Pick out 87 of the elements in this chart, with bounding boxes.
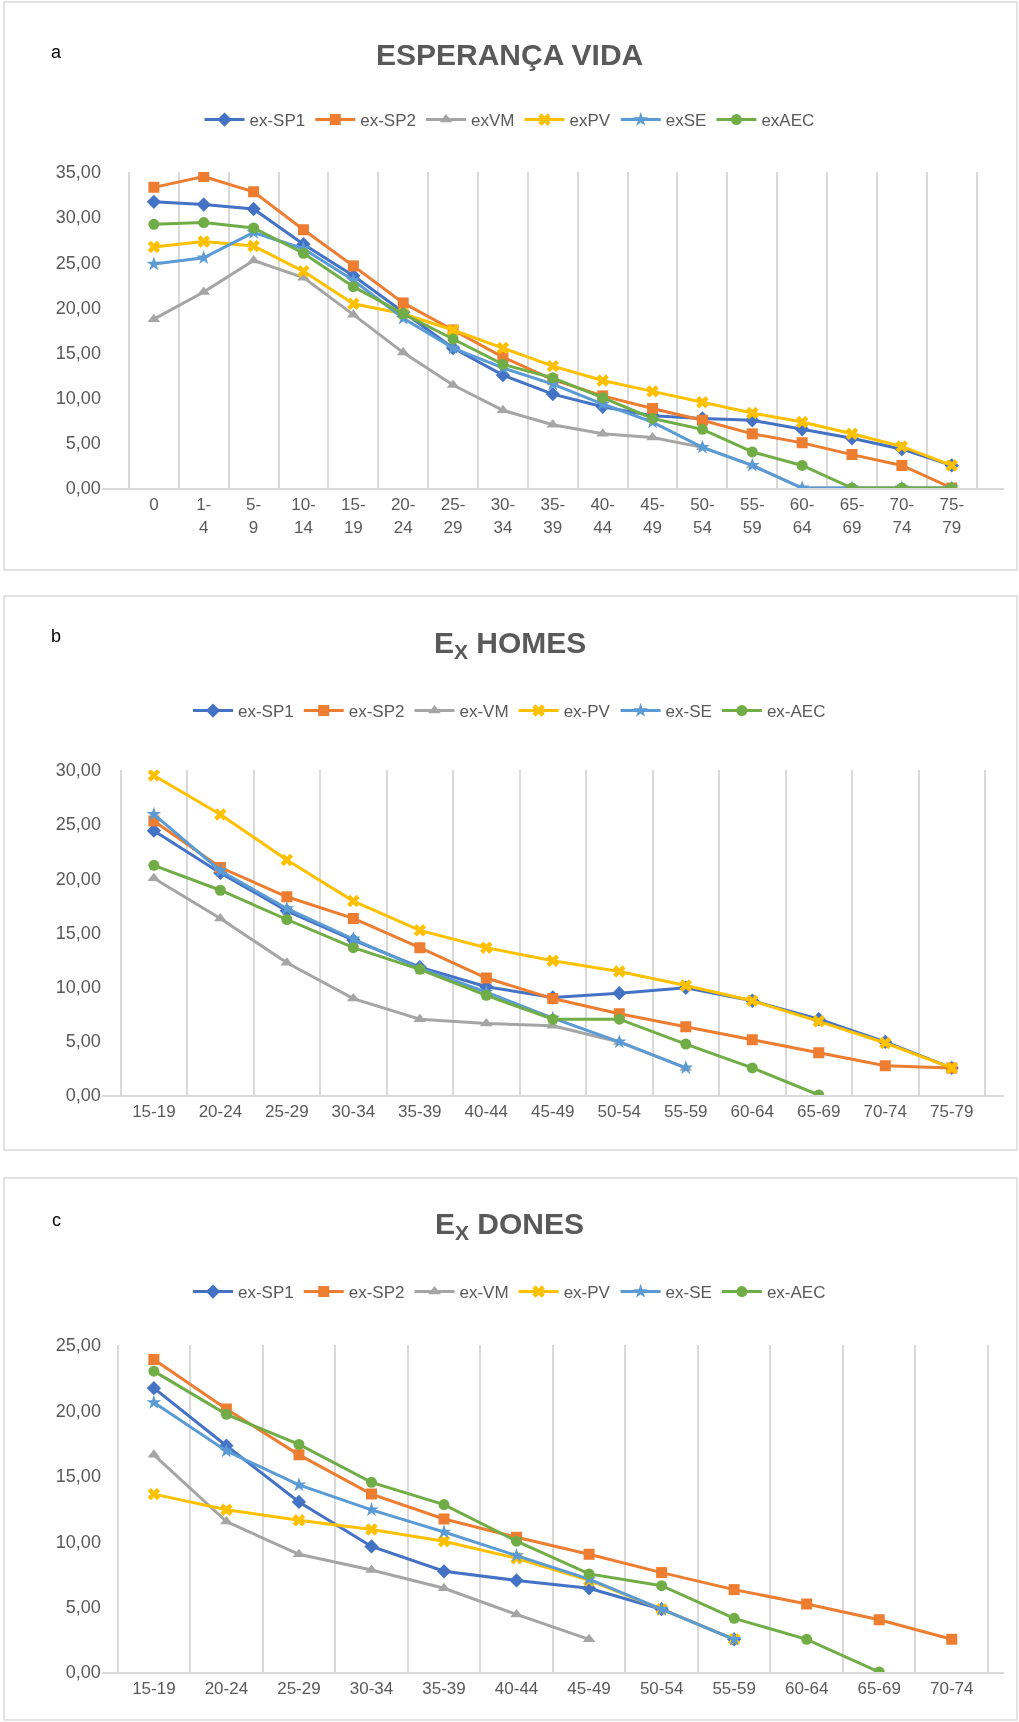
x-tick-label: 50-54 [639, 1679, 684, 1699]
legend-label: ex-AEC [766, 1283, 826, 1303]
x-tick-label: 30-34 [331, 1102, 376, 1122]
x-tick-label: 55-59 [664, 1102, 708, 1122]
text: c [52, 1210, 61, 1230]
legend-label: ex-AEC [766, 702, 826, 722]
legend-label: exSE [665, 111, 707, 131]
legend-label: ex-SP1 [249, 111, 306, 131]
y-tick-label: 20,00 [55, 868, 101, 889]
y-tick-label: 0,00 [65, 478, 101, 499]
y-tick-label: 30,00 [55, 760, 101, 781]
x-tick-label: 15-19 [132, 1679, 176, 1699]
x-tick-label: 40-44 [464, 1102, 509, 1122]
legend-label: exPV [569, 111, 611, 131]
legend-label: ex-SP1 [238, 1283, 294, 1303]
x-tick-label: 35-39 [540, 495, 566, 537]
legend-label: ex-SP2 [360, 111, 416, 131]
x-tick-label: 20-24 [204, 1679, 249, 1699]
text: b [51, 626, 62, 646]
x-tick-label: 60-64 [730, 1102, 775, 1122]
x-tick-label: 70-74 [863, 1102, 907, 1122]
y-tick-label: 15,00 [55, 342, 101, 363]
x-tick-label: 60-64 [789, 495, 815, 537]
x-tick-label: 50-54 [597, 1102, 642, 1122]
x-tick-label: 70-74 [930, 1679, 974, 1699]
y-tick-label: 5,00 [65, 1031, 101, 1052]
x-tick-label: 25-29 [440, 495, 466, 537]
chart-title: E$_{X}$ HOMES [434, 626, 587, 664]
x-tick-label: 30-34 [349, 1679, 394, 1699]
y-tick-label: 0,00 [65, 1085, 101, 1106]
x-tick-label: 25-29 [277, 1679, 321, 1699]
x-tick-label: 40-44 [590, 495, 615, 537]
x-tick-label: 5-9 [246, 495, 262, 537]
x-tick-label: 55-59 [712, 1679, 756, 1699]
x-tick-label: 45-49 [567, 1679, 611, 1699]
y-tick-label: 35,00 [55, 162, 101, 183]
y-tick-label: 10,00 [55, 1531, 101, 1552]
y-tick-label: 5,00 [65, 433, 101, 454]
x-tick-label: 75-79 [939, 495, 965, 537]
legend-label: exAEC [761, 111, 815, 131]
x-tick-label: 15-19 [341, 495, 366, 537]
x-tick-label: 50-54 [690, 495, 715, 537]
legend-label: ex-SP2 [348, 1283, 405, 1303]
x-tick-label: 55-59 [739, 495, 765, 537]
x-tick-label: 40-44 [494, 1679, 539, 1699]
x-tick-label: 15-19 [132, 1102, 176, 1122]
x-tick-label: 20-24 [390, 495, 416, 537]
y-tick-label: 25,00 [55, 1335, 101, 1356]
x-tick-label: 75-79 [930, 1102, 974, 1122]
x-tick-label: 45-49 [531, 1102, 575, 1122]
y-tick-label: 15,00 [55, 1466, 101, 1487]
chart-title: ESPERANÇA VIDA [376, 38, 644, 71]
y-tick-label: 15,00 [55, 922, 101, 943]
x-tick-label: 35-39 [398, 1102, 442, 1122]
x-tick-label: 70-74 [889, 495, 915, 537]
x-tick-label: 1-4 [196, 495, 212, 537]
legend-label: ex-VM [459, 1283, 509, 1303]
x-tick-label: 35-39 [422, 1679, 466, 1699]
legend-label: ex-PV [563, 702, 611, 722]
x-tick-label: 65-69 [797, 1102, 841, 1122]
x-tick-label: 65-69 [839, 495, 865, 537]
legend-label: exVM [471, 111, 515, 131]
y-tick-label: 20,00 [55, 297, 101, 318]
y-tick-label: 5,00 [65, 1596, 101, 1617]
x-tick-label: 30-34 [490, 495, 516, 537]
legend-label: ex-SP2 [348, 702, 405, 722]
x-tick-label: 20-24 [198, 1102, 243, 1122]
y-tick-label: 25,00 [55, 814, 101, 835]
legend-label: ex-PV [563, 1283, 611, 1303]
y-tick-label: 30,00 [55, 207, 101, 228]
x-tick-label: 25-29 [265, 1102, 309, 1122]
y-tick-label: 10,00 [55, 388, 101, 409]
legend-label: ex-VM [459, 702, 509, 722]
y-tick-label: 10,00 [55, 976, 101, 997]
x-tick-label: 65-69 [857, 1679, 901, 1699]
y-tick-label: 0,00 [65, 1662, 101, 1683]
x-tick-label: 0 [149, 495, 159, 515]
y-tick-label: 20,00 [55, 1400, 101, 1421]
x-tick-label: 60-64 [784, 1679, 829, 1699]
legend-label: ex-SE [665, 1283, 712, 1303]
text: a [51, 42, 62, 62]
chart-title: E$_{X}$ DONES [435, 1207, 585, 1245]
y-tick-label: 25,00 [55, 252, 101, 273]
legend-label: ex-SP1 [238, 702, 294, 722]
x-tick-label: 10-14 [291, 495, 316, 537]
x-tick-label: 45-49 [640, 495, 665, 537]
legend-label: ex-SE [665, 702, 712, 722]
